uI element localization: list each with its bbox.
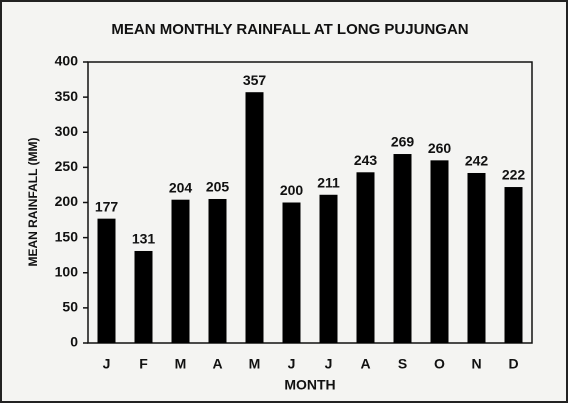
data-label: 243 — [354, 152, 378, 168]
data-label: 222 — [502, 167, 526, 183]
chart-title: MEAN MONTHLY RAINFALL AT LONG PUJUNGAN — [111, 21, 468, 38]
x-tick-label: A — [360, 356, 370, 372]
bar — [282, 202, 301, 343]
bar — [97, 218, 116, 343]
x-tick-label: J — [103, 356, 111, 372]
x-tick-label: A — [212, 356, 222, 372]
y-tick-label: 400 — [55, 53, 79, 69]
y-tick-label: 100 — [55, 263, 79, 279]
data-label: 357 — [243, 72, 267, 88]
bar — [208, 198, 227, 343]
data-label: 260 — [428, 140, 452, 156]
x-tick-label: M — [175, 356, 187, 372]
data-label: 177 — [95, 198, 119, 214]
bar — [171, 199, 190, 343]
x-tick-label: O — [434, 356, 445, 372]
x-axis-label: MONTH — [284, 377, 335, 393]
y-tick-label: 150 — [55, 228, 79, 244]
x-tick-label: F — [139, 356, 148, 372]
y-tick-label: 350 — [55, 88, 79, 104]
x-tick-label: M — [249, 356, 261, 372]
bar — [134, 250, 153, 343]
y-axis-label: MEAN RAINFALL (MM) — [26, 137, 40, 266]
bar — [356, 172, 375, 343]
y-tick-label: 250 — [55, 158, 79, 174]
bar — [430, 160, 449, 343]
x-tick-label: N — [471, 356, 481, 372]
data-label: 242 — [465, 153, 489, 169]
y-tick-label: 50 — [62, 299, 78, 315]
y-tick-label: 200 — [55, 193, 79, 209]
x-tick-label: J — [288, 356, 296, 372]
bar — [467, 172, 486, 343]
bar — [319, 194, 338, 343]
bar — [245, 92, 264, 344]
data-label: 211 — [317, 174, 340, 190]
bar — [393, 154, 412, 343]
data-label: 131 — [132, 231, 156, 247]
data-label: 204 — [169, 179, 193, 195]
bar — [504, 187, 523, 343]
data-label: 205 — [206, 179, 230, 195]
x-tick-label: D — [508, 356, 518, 372]
y-tick-label: 0 — [70, 334, 78, 350]
y-tick-label: 300 — [55, 123, 79, 139]
data-label: 269 — [391, 134, 415, 150]
data-label: 200 — [280, 182, 304, 198]
x-tick-label: S — [398, 356, 407, 372]
x-tick-label: J — [325, 356, 333, 372]
